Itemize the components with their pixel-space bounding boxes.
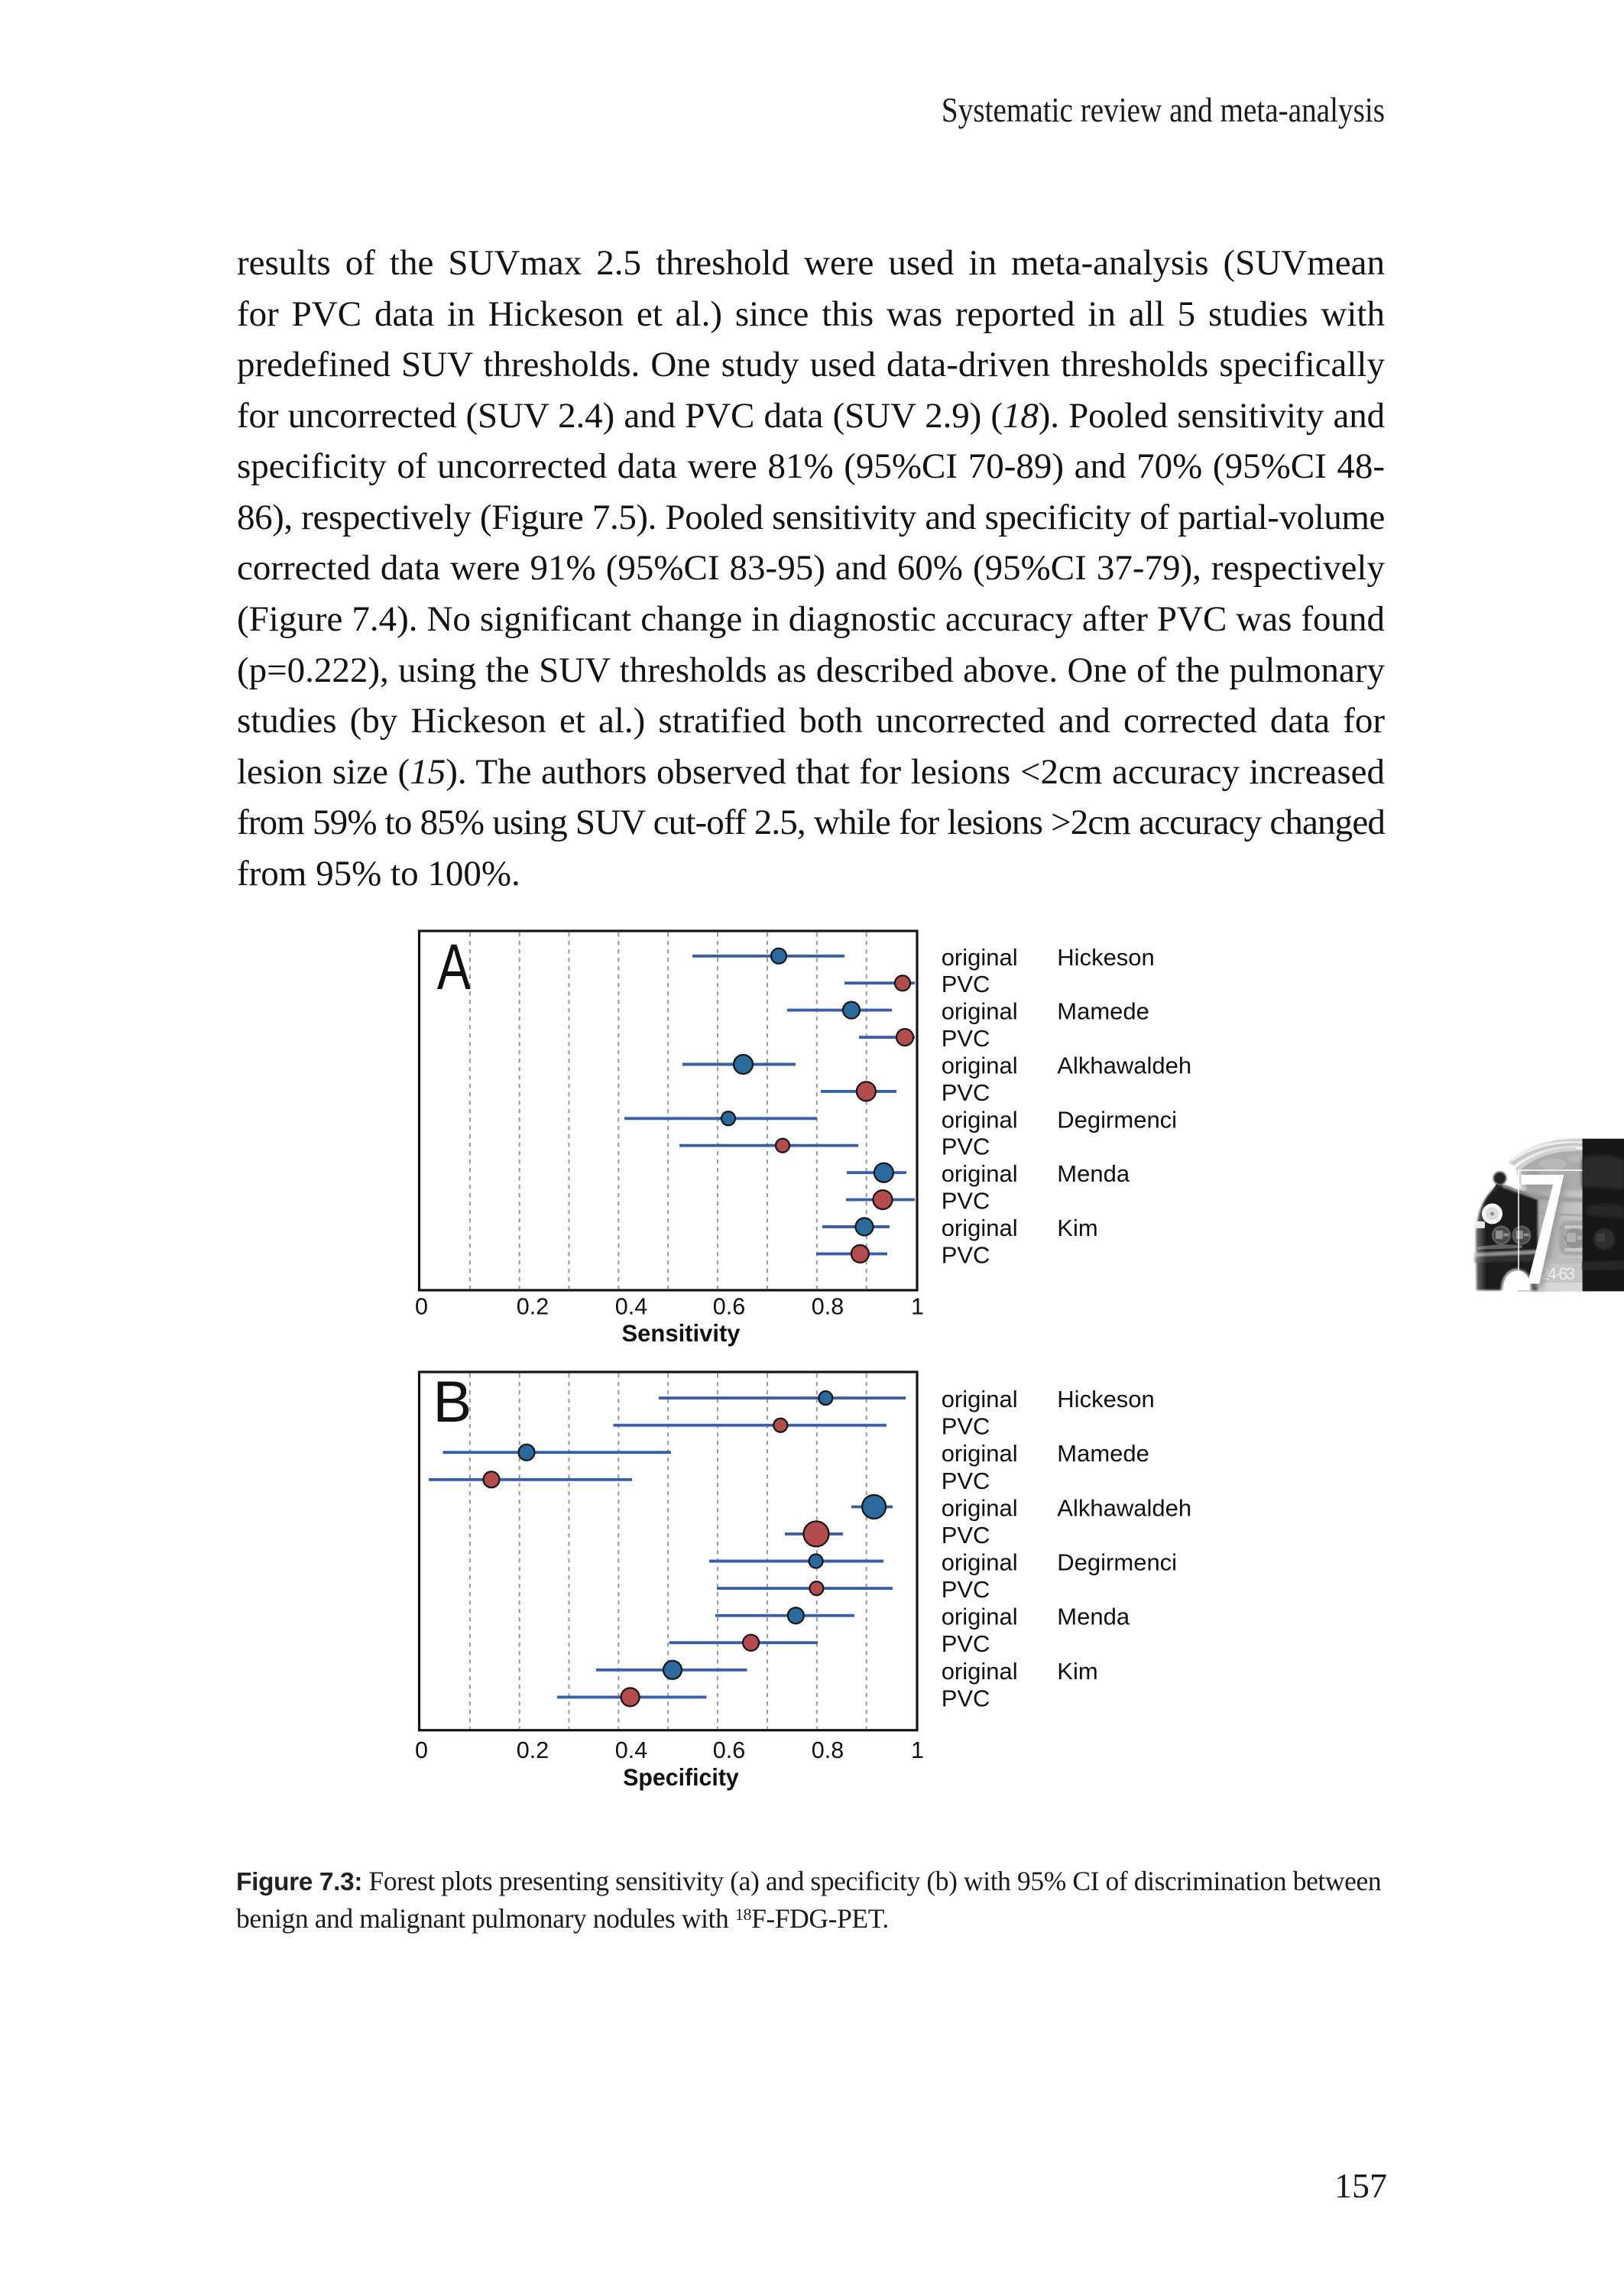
svg-text:PVC: PVC [942,1522,990,1549]
svg-text:Hickeson: Hickeson [1057,944,1155,971]
svg-text:A: A [437,931,471,1003]
svg-text:0: 0 [415,1294,428,1320]
svg-text:PVC: PVC [942,1630,990,1657]
svg-text:Alkhawaldeh: Alkhawaldeh [1057,1494,1191,1521]
svg-text:PVC: PVC [942,971,990,997]
svg-text:0.4: 0.4 [615,1294,647,1320]
svg-text:original: original [942,1440,1018,1467]
svg-text:original: original [942,1160,1018,1187]
svg-text:PVC: PVC [942,1576,990,1603]
svg-text:PVC: PVC [942,1134,990,1160]
svg-text:Specificity: Specificity [623,1763,739,1791]
svg-text:PVC: PVC [942,1468,990,1494]
svg-text:Menda: Menda [1057,1160,1130,1187]
svg-text:0.6: 0.6 [713,1294,745,1320]
svg-text:0.2: 0.2 [517,1294,549,1320]
svg-text:PVC: PVC [942,1188,990,1215]
svg-text:original: original [942,1386,1018,1412]
svg-text:PVC: PVC [942,1241,990,1268]
svg-text:0.8: 0.8 [812,1294,844,1320]
svg-text:1: 1 [911,1737,924,1763]
svg-text:Degirmenci: Degirmenci [1057,1106,1177,1133]
svg-text:0.4: 0.4 [615,1737,647,1763]
svg-text:PVC: PVC [942,1685,990,1711]
svg-text:1: 1 [911,1294,924,1320]
svg-text:PVC: PVC [942,1025,990,1052]
svg-text:Menda: Menda [1057,1604,1130,1630]
svg-text:0.8: 0.8 [812,1737,844,1763]
svg-text:Kim: Kim [1057,1658,1097,1685]
svg-text:original: original [942,998,1018,1025]
svg-text:original: original [942,1494,1018,1521]
svg-text:0.6: 0.6 [713,1737,745,1763]
svg-text:0: 0 [415,1737,428,1763]
svg-text:original: original [942,1052,1018,1079]
svg-text:original: original [942,1658,1018,1685]
svg-text:Sensitivity: Sensitivity [622,1319,741,1347]
svg-text:original: original [942,1604,1018,1630]
svg-text:Degirmenci: Degirmenci [1057,1549,1177,1576]
svg-text:original: original [942,944,1018,971]
svg-text:Mamede: Mamede [1057,1440,1149,1467]
svg-text:PVC: PVC [942,1079,990,1106]
svg-text:0.2: 0.2 [517,1737,549,1763]
svg-text:Alkhawaldeh: Alkhawaldeh [1057,1052,1191,1079]
svg-text:original: original [942,1549,1018,1576]
svg-text:original: original [942,1215,1018,1241]
svg-text:Hickeson: Hickeson [1057,1386,1155,1412]
svg-text:B: B [433,1370,472,1435]
svg-text:original: original [942,1106,1018,1133]
svg-text:Kim: Kim [1057,1215,1097,1241]
svg-text:Mamede: Mamede [1057,998,1149,1025]
svg-text:PVC: PVC [942,1413,990,1440]
